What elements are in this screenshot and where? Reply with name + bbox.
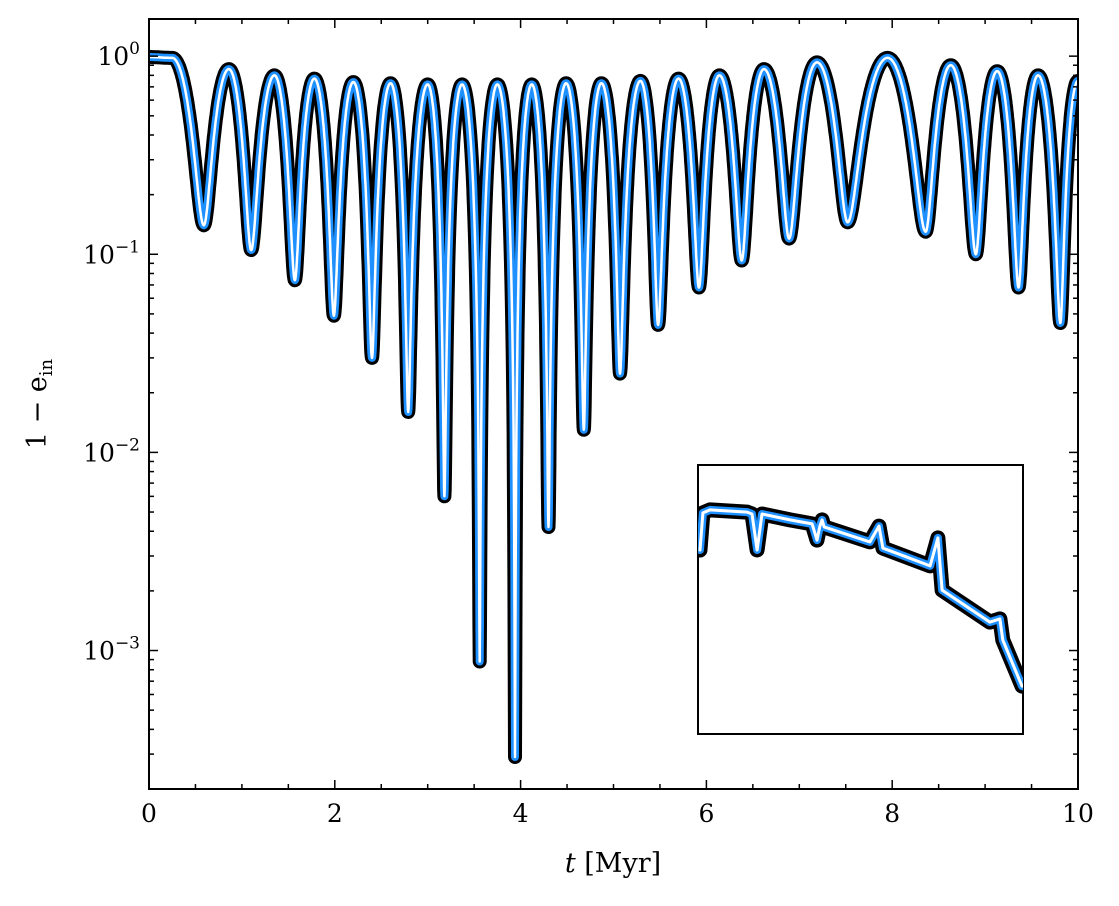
x-axis-label: t [Myr]: [565, 848, 661, 879]
x-axis-label-unit: [Myr]: [576, 848, 661, 879]
y-tick-label: 100: [97, 39, 140, 71]
inset-core: [698, 508, 1023, 688]
y-axis-label-main: 1 − e: [22, 376, 53, 449]
y-tick-label: 10−3: [83, 634, 140, 666]
y-axis-label: 1 − ein: [22, 358, 57, 449]
main-series: [149, 50, 1078, 764]
x-tick-label: 0: [141, 799, 157, 828]
series-core: [149, 55, 1078, 759]
ticks: [148, 19, 1079, 790]
x-tick-label: 6: [698, 799, 714, 828]
inset-series: [698, 502, 1023, 694]
y-tick-label: 10−1: [83, 237, 140, 269]
x-tick-label: 10: [1062, 799, 1094, 828]
x-tick-label: 4: [513, 799, 529, 828]
y-tick-labels: 100 10−1 10−2 10−3: [83, 39, 140, 665]
x-tick-label: 2: [327, 799, 343, 828]
x-tick-label: 8: [884, 799, 900, 828]
y-tick-label: 10−2: [83, 435, 140, 467]
x-tick-labels: 0 2 4 6 8 10: [141, 799, 1094, 828]
x-axis-label-var: t: [565, 848, 576, 879]
y-axis-label-sub: in: [36, 358, 57, 376]
